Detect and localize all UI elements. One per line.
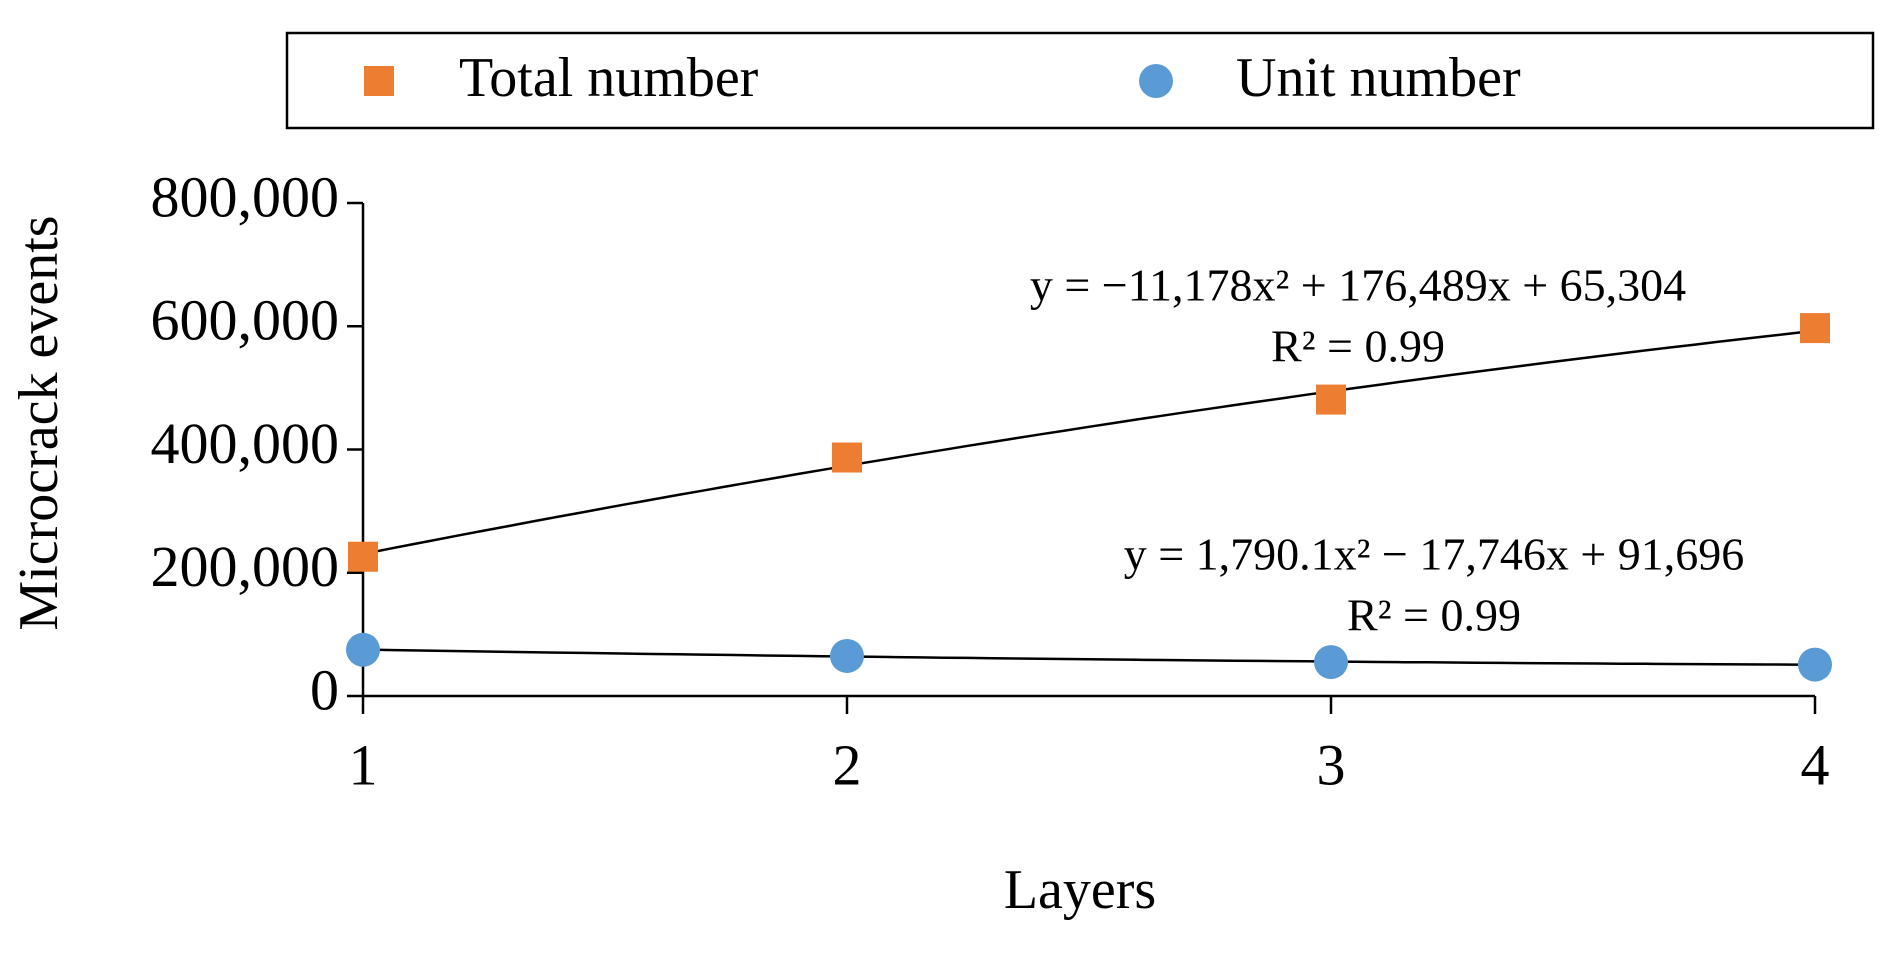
y-axis-label: Microcrack events bbox=[8, 215, 70, 630]
x-tick-label: 3 bbox=[1317, 732, 1346, 797]
trend-equation: y = 1,790.1x² − 17,746x + 91,696 bbox=[1124, 529, 1745, 580]
legend-label: Unit number bbox=[1236, 47, 1521, 109]
trend-equation: R² = 0.99 bbox=[1271, 321, 1445, 372]
legend-box bbox=[285, 31, 1875, 130]
point bbox=[1314, 645, 1348, 680]
x-tick-label: 1 bbox=[349, 732, 378, 797]
x-tick-label: 2 bbox=[833, 732, 862, 797]
legend-label: Total number bbox=[459, 47, 759, 109]
legend-marker bbox=[364, 66, 394, 96]
x-axis-label: Layers bbox=[1004, 859, 1156, 921]
y-tick-label: 200,000 bbox=[151, 534, 340, 599]
trendline bbox=[362, 329, 1816, 556]
trendline bbox=[362, 648, 1816, 667]
point bbox=[1316, 384, 1346, 415]
point bbox=[830, 638, 864, 673]
y-tick-label: 400,000 bbox=[151, 411, 340, 476]
point bbox=[1800, 313, 1830, 344]
point bbox=[346, 632, 380, 667]
y-tick-label: 600,000 bbox=[151, 288, 340, 353]
point bbox=[832, 442, 862, 473]
trend-equation: y = −11,178x² + 176,489x + 65,304 bbox=[1030, 260, 1686, 311]
y-tick-label: 0 bbox=[310, 657, 339, 722]
legend-marker bbox=[1139, 64, 1173, 98]
y-tick-label: 800,000 bbox=[151, 164, 340, 229]
x-tick-label: 4 bbox=[1801, 732, 1830, 797]
point bbox=[1798, 647, 1832, 682]
trend-equation: R² = 0.99 bbox=[1347, 590, 1521, 641]
point bbox=[348, 541, 378, 572]
